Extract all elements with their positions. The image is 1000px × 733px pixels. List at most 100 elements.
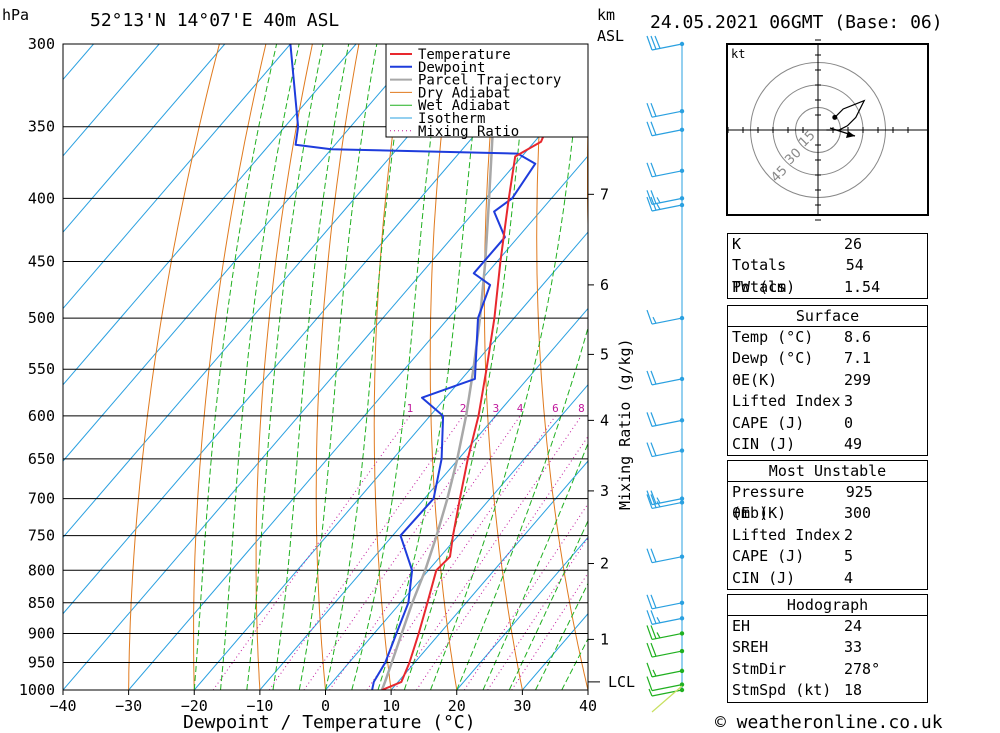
wind-barb [646,412,685,427]
wind-level-dot [679,682,685,687]
dry-adiabat-line [964,44,1000,690]
wind-level-dot [679,668,685,674]
isotherm-line [63,44,291,310]
table-row-label: EH [732,617,751,635]
dewpoint-profile [289,44,537,690]
isotherm-line [63,44,554,615]
dry-adiabat-line [637,44,720,690]
km-tick-label: 6 [600,276,609,294]
x-tick-label: 30 [513,697,531,715]
table-row-value: 300 [844,504,872,523]
table-row-value: 26 [844,235,863,253]
legend-label: Parcel Trajectory [418,73,561,89]
hodograph-trace [826,99,866,131]
table-row-value: 299 [844,370,872,389]
wet-adiabat-line [403,44,530,690]
table-row-label: Temp (°C) [732,328,814,346]
table-row-value: 33 [844,638,863,657]
table-row: Lifted Index 3 [728,391,927,412]
table-row-label: Pressure (mb) [732,483,805,523]
footer-credit: © weatheronline.co.uk [715,712,943,733]
table-row: EH 24 [728,616,927,637]
wind-level-dot [679,648,685,654]
wind-level-dot [679,631,685,636]
wet-adiabat-line [220,44,300,690]
table-row-value: 278° [844,659,881,678]
wind-barb [646,662,685,678]
wet-adiabat-line [482,442,588,690]
table-row-label: StmDir [732,659,787,678]
x-tick-label: −30 [115,697,142,715]
wet-adiabat-line [272,44,350,690]
table-row-label: StmSpd (kt) [732,681,832,700]
dry-adiabat-line [483,44,523,690]
mixing-ratio-line [303,415,497,690]
isotherm-line [325,384,588,690]
storm-motion-arrowhead [846,131,855,138]
wind-level-dot [679,418,685,423]
pressure-tick-label: 800 [28,561,55,579]
table-row: SREH 33 [728,637,927,658]
table-row-value: 7.1 [844,349,872,368]
mixing-ratio-line [212,415,411,690]
isotherm-line [63,44,423,462]
table-row-value: 925 [845,483,873,501]
table-row-value: 8.6 [844,328,872,346]
table-row-value: 49 [844,434,863,453]
table-row-label: CIN (J) [732,568,796,587]
pressure-tick-label: 300 [28,35,55,53]
mixing-ratio-line [463,503,588,690]
table-row-label: CIN (J) [732,434,796,453]
wind-level-dot [679,616,685,621]
temperature-profile [381,44,568,690]
wind-barb [646,610,685,625]
pressure-unit-label: hPa [2,6,29,24]
table-row: PW (cm) 1.54 [728,277,927,298]
table-row: Pressure (mb) 925 [728,482,927,523]
surface-wind-barb [651,685,683,713]
profiles [289,44,568,690]
x-tick-label: 0 [321,697,330,715]
wind-barb [646,594,685,610]
table-row-value: 54 [845,256,864,275]
mixing-ratio-label: 3 [493,402,500,415]
pressure-tick-label: 900 [28,624,55,642]
table-row: CAPE (J) 0 [728,413,927,434]
legend-label: Dewpoint [418,60,485,76]
km-tick-label: 5 [600,345,609,363]
mixing-ratio-label: 1 [407,402,414,415]
km-tick-label: 2 [600,555,609,573]
table-row-value: 18 [844,681,863,700]
mixing-ratio-label: 8 [578,402,585,415]
table-row-value: 1.54 [844,277,881,296]
legend-label: Isotherm [418,111,485,127]
isotherm-line [63,44,160,157]
wind-level-dot [679,687,685,693]
wind-level-dot [679,196,685,201]
x-tick-label: 10 [382,697,400,715]
wind-level-dot [679,315,685,321]
table-row-label: Lifted Index [732,392,841,411]
mixing-ratio-line [511,572,588,690]
pressure-tick-label: 750 [28,527,55,545]
table-row: θE(K) 299 [728,370,927,391]
legend-box [385,43,589,138]
table-row-value: 5 [844,547,854,566]
wet-adiabat-line [535,582,588,690]
table-row: StmDir 278° [728,659,927,680]
pressure-tick-label: 400 [28,189,55,207]
table-row: Temp (°C) 8.6 [728,327,927,348]
isotherm-line [128,155,588,690]
dry-adiabat-line [255,44,313,690]
wet-adiabat-line [508,519,588,690]
x-tick-label: 20 [448,697,466,715]
table-row: K 26 [728,234,927,255]
isotherm-line [63,44,226,233]
wind-barbs [646,35,685,713]
table-row-label: K [732,235,742,253]
wind-level-dot [679,41,685,47]
most-unstable-table: Most Unstable Pressure (mb) 925 θE (K) 300 Li… [727,460,928,590]
legend-label: Wet Adiabat [418,98,511,114]
table-row-label: θE (K) [732,504,787,523]
